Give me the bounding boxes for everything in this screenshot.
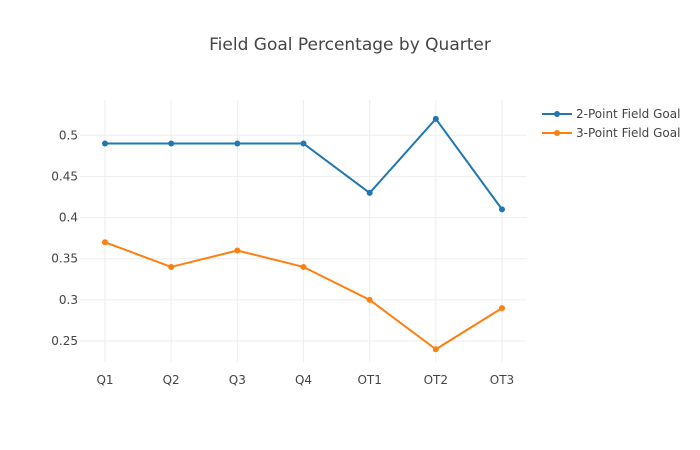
x-tick-label: OT2 [424, 373, 448, 387]
legend-label: 2-Point Field Goal [576, 107, 680, 121]
legend-marker [554, 130, 560, 136]
legend-label: 3-Point Field Goal [576, 126, 680, 140]
legend[interactable]: 2-Point Field Goal 3-Point Field Goal [542, 107, 680, 140]
data-point[interactable] [432, 346, 439, 353]
data-point[interactable] [234, 247, 241, 254]
x-tick-label: Q1 [96, 373, 113, 387]
data-point[interactable] [168, 140, 175, 147]
y-tick-label: 0.4 [59, 211, 78, 225]
x-tick-label: OT1 [357, 373, 381, 387]
data-point[interactable] [499, 305, 505, 312]
data-point[interactable] [234, 140, 241, 147]
legend-item[interactable]: 3-Point Field Goal [542, 126, 680, 140]
x-tick-label: Q3 [229, 373, 246, 387]
legend-item[interactable]: 2-Point Field Goal [542, 107, 680, 121]
data-point[interactable] [300, 263, 307, 270]
chart-title: Field Goal Percentage by Quarter [209, 35, 491, 55]
data-point[interactable] [499, 206, 505, 213]
series-1 [102, 115, 505, 213]
y-tick-label: 0.5 [59, 128, 78, 142]
data-point[interactable] [366, 296, 373, 303]
x-tick-label: Q2 [163, 373, 180, 387]
x-tick-label: OT3 [490, 373, 514, 387]
data-point[interactable] [300, 140, 307, 147]
y-tick-label: 0.45 [51, 169, 78, 183]
data-point[interactable] [432, 115, 439, 122]
y-axis: 0.25 0.3 0.35 0.4 0.45 0.5 [51, 128, 78, 348]
series-2 [102, 239, 505, 353]
data-point[interactable] [102, 140, 108, 147]
y-tick-label: 0.3 [59, 293, 78, 307]
x-axis: Q1 Q2 Q3 Q4 OT1 OT2 OT3 [96, 373, 514, 387]
legend-marker [554, 111, 560, 117]
grid [80, 100, 527, 362]
y-tick-label: 0.35 [51, 252, 78, 266]
x-tick-label: Q4 [295, 373, 312, 387]
plot-area [102, 115, 505, 353]
data-point[interactable] [168, 263, 175, 270]
data-point[interactable] [102, 239, 108, 246]
data-point[interactable] [366, 189, 373, 196]
y-tick-label: 0.25 [51, 334, 78, 348]
